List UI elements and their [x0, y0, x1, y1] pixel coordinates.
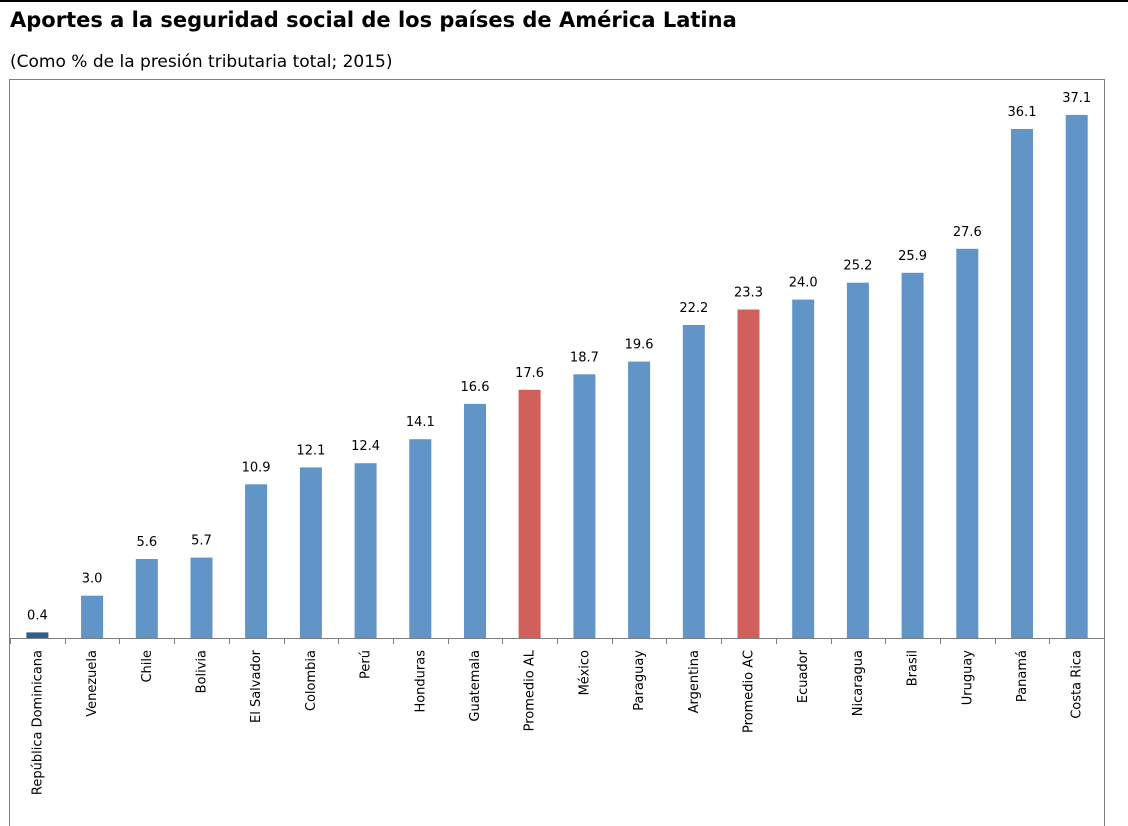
x-axis-ticks	[10, 638, 1105, 644]
chart-title: Aportes a la seguridad social de los paí…	[10, 8, 737, 32]
category-label-colombia: Colombia	[304, 650, 319, 711]
chart-subtitle: (Como % de la presión tributaria total; …	[10, 52, 393, 72]
value-label-promedio-ac: 23.3	[734, 286, 763, 301]
category-label-mexico: México	[577, 650, 592, 695]
value-label-argentina: 22.2	[679, 301, 708, 316]
category-label-republica-dominicana: República Dominicana	[30, 650, 45, 795]
category-label-el-salvador: El Salvador	[249, 649, 264, 723]
value-label-el-salvador: 10.9	[242, 460, 271, 475]
category-label-honduras: Honduras	[413, 650, 428, 713]
value-label-paraguay: 19.6	[625, 338, 654, 353]
value-label-nicaragua: 25.2	[843, 259, 872, 274]
bar-el-salvador	[245, 484, 268, 638]
bar-promedio-ac	[737, 309, 760, 638]
value-label-republica-dominicana: 0.4	[27, 608, 48, 623]
bar-paraguay	[628, 361, 651, 638]
category-label-bolivia: Bolivia	[195, 650, 210, 693]
value-label-costa-rica: 37.1	[1062, 91, 1091, 106]
bar-guatemala	[464, 403, 486, 638]
category-label-guatemala: Guatemala	[468, 650, 483, 722]
value-label-brasil: 25.9	[898, 249, 927, 264]
category-label-uruguay: Uruguay	[960, 650, 975, 706]
bar-chile	[135, 559, 158, 638]
bars-group	[26, 114, 1088, 639]
category-label-ecuador: Ecuador	[796, 649, 811, 703]
value-label-venezuela: 3.0	[82, 572, 103, 587]
value-label-guatemala: 16.6	[461, 380, 490, 395]
bar-panama	[1011, 129, 1033, 638]
category-label-panama: Panamá	[1015, 650, 1030, 702]
bar-nicaragua	[846, 282, 869, 638]
value-label-chile: 5.6	[136, 535, 157, 550]
bar-promedio-al	[518, 389, 541, 638]
value-label-mexico: 18.7	[570, 350, 599, 365]
value-label-panama: 36.1	[1008, 105, 1037, 120]
bar-ecuador	[792, 299, 815, 638]
bar-venezuela	[81, 595, 104, 638]
category-label-promedio-ac: Promedio AC	[742, 650, 757, 733]
bar-colombia	[299, 467, 322, 638]
value-label-bolivia: 5.7	[191, 534, 212, 549]
category-label-brasil: Brasil	[906, 650, 921, 686]
bar-peru	[354, 463, 377, 638]
category-label-chile: Chile	[140, 650, 155, 683]
value-labels: 0.4 3.0 5.6 5.7 10.9 12.1 12.4 14.1 16.6 17.6 18.7…	[27, 91, 1091, 624]
category-label-venezuela: Venezuela	[85, 650, 100, 717]
value-label-honduras: 14.1	[406, 415, 435, 430]
bar-bolivia	[190, 557, 213, 638]
value-label-colombia: 12.1	[296, 443, 325, 458]
top-rule	[0, 0, 1128, 2]
category-label-argentina: Argentina	[687, 650, 702, 713]
bar-argentina	[682, 325, 705, 638]
bar-brasil	[901, 272, 924, 638]
category-label-costa-rica: Costa Rica	[1070, 650, 1085, 719]
value-label-promedio-al: 17.6	[515, 366, 544, 381]
bar-uruguay	[956, 248, 979, 639]
bar-republica-dominicana	[26, 632, 49, 638]
value-label-peru: 12.4	[351, 439, 380, 454]
category-labels: República Dominicana Venezuela Chile Bolivi…	[30, 649, 1084, 795]
chart-frame	[9, 79, 1105, 826]
value-label-ecuador: 24.0	[789, 276, 818, 291]
category-label-nicaragua: Nicaragua	[851, 650, 866, 716]
bar-mexico	[573, 374, 596, 638]
category-label-promedio-al: Promedio AL	[523, 649, 538, 731]
bar-costa-rica	[1065, 114, 1088, 638]
category-label-paraguay: Paraguay	[632, 650, 647, 711]
category-label-peru: Perú	[359, 650, 374, 679]
bar-honduras	[409, 439, 432, 638]
value-label-uruguay: 27.6	[953, 225, 982, 240]
